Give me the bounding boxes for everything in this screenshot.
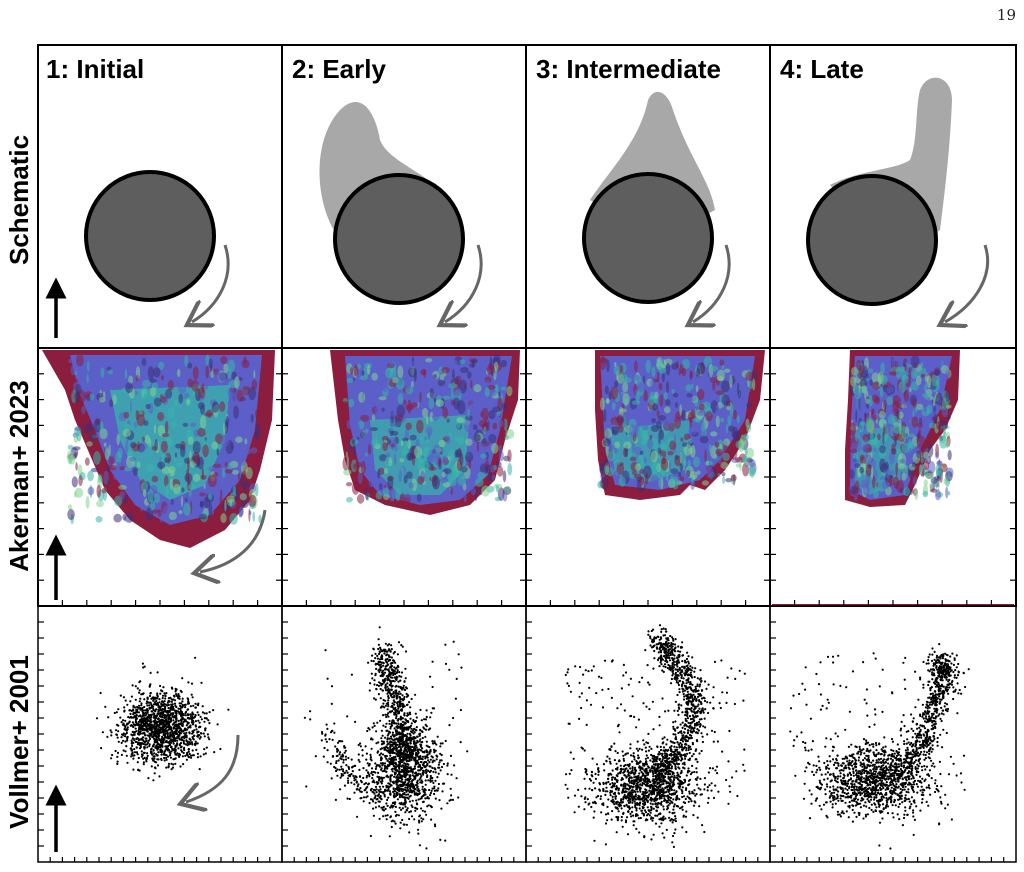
rotation-arrow [192, 244, 230, 322]
axis-ticks [38, 621, 1005, 862]
akerman-row [37, 347, 1017, 607]
axis-ticks [38, 373, 1016, 605]
simulation-panel-early [330, 350, 520, 515]
column-label-intermediate: 3: Intermediate [536, 54, 721, 84]
column-label-late: 4: Late [780, 54, 864, 84]
row-label-vollmer: Vollmer+ 2001 [4, 655, 34, 829]
rotation-arrow [945, 244, 990, 322]
rotation-arrow [200, 509, 267, 572]
column-label-initial: 1: Initial [46, 54, 144, 84]
simulation-panel-intermediate [595, 350, 765, 500]
galaxy-disk [333, 173, 465, 305]
galaxy-disk [84, 170, 216, 302]
rotation-arrow [445, 244, 483, 322]
particle-distribution [95, 624, 970, 850]
simulation-panel-initial [42, 350, 275, 548]
schematic-row: 1: Initial 2: Early 3: Intermediate 4: L… [37, 44, 1017, 349]
column-label-early: 2: Early [292, 54, 386, 84]
galaxy-disk [582, 172, 714, 304]
panel-frame [769, 605, 1017, 863]
simulation-panel-late [845, 350, 960, 507]
vollmer-row [37, 605, 1017, 863]
page-number: 19 [996, 6, 1016, 24]
row-label-akerman: Akerman+ 2023 [4, 380, 34, 572]
panel-frame [37, 605, 283, 863]
rotation-arrow [693, 244, 731, 322]
row-label-schematic: Schematic [4, 135, 34, 265]
galaxy-disk [806, 174, 938, 306]
rotation-arrow [186, 734, 240, 802]
